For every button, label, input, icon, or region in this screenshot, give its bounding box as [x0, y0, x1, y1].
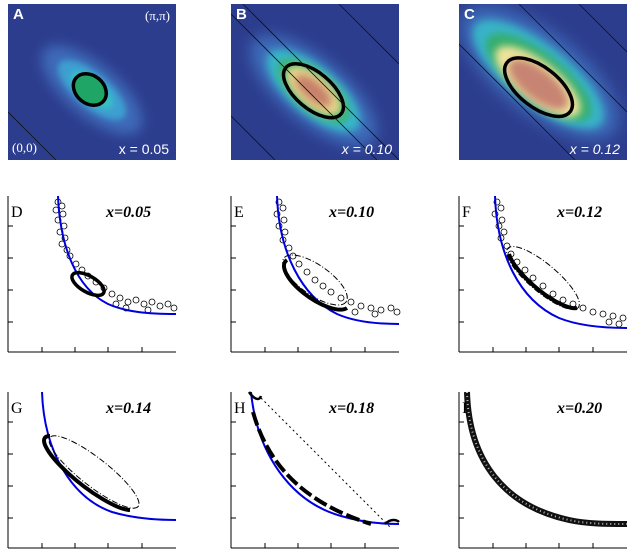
pocket-dashed-half	[506, 246, 580, 310]
data-points	[273, 198, 401, 318]
panel-letter: I	[462, 400, 468, 417]
pocket-outline	[507, 253, 578, 311]
axis-ticks	[458, 196, 627, 353]
pocket-a	[71, 71, 109, 108]
intensity-map-b: B x = 0.10	[231, 4, 399, 160]
pocket-outline	[70, 270, 106, 298]
axis-ticks	[7, 196, 176, 353]
fermi-plot-i: I x=0.20	[458, 391, 628, 549]
doping-label: x=0.12	[557, 204, 603, 221]
corner-label-bottom-left: (0,0)	[12, 140, 37, 155]
pocket-fragment-top	[247, 391, 263, 401]
fermi-plot-e: E x=0.10	[230, 195, 401, 353]
doping-label: x = 0.12	[569, 141, 620, 157]
fermi-surface-curve	[464, 391, 628, 527]
panel-letter: F	[462, 204, 471, 221]
panel-letter: A	[13, 6, 24, 23]
panel-letter: G	[11, 400, 23, 417]
pocket-outline	[42, 433, 131, 512]
fermi-plot-g: G x=0.14	[7, 391, 177, 549]
doping-label: x = 0.10	[341, 141, 392, 157]
doping-label: x=0.14	[106, 400, 152, 417]
data-points	[491, 198, 627, 328]
pocket-outline	[251, 411, 372, 526]
doping-label: x=0.20	[557, 400, 603, 417]
pocket-dashed-half	[260, 397, 392, 529]
panel-letter: C	[464, 6, 475, 23]
corner-label-top-right: (π,π)	[144, 8, 170, 23]
panel-letter: H	[234, 400, 246, 417]
axis-ticks	[458, 392, 627, 549]
pocket-b	[281, 62, 346, 120]
pocket-fragment-bottom	[384, 518, 400, 525]
axis-ticks	[230, 196, 399, 353]
pocket-dashed-half	[48, 435, 140, 509]
doping-label: x=0.05	[106, 204, 152, 221]
doping-label: x=0.18	[329, 400, 375, 417]
pocket-c	[502, 56, 575, 119]
panel-letter: E	[234, 204, 244, 221]
intensity-map-a: A (π,π) (0,0) x = 0.05	[8, 4, 176, 160]
panel-letter: B	[236, 6, 247, 23]
fermi-plot-h: H x=0.18	[230, 391, 400, 549]
intensity-map-c: C x = 0.12	[459, 4, 627, 160]
axis-ticks	[7, 392, 176, 549]
fermi-surface-curve	[57, 195, 177, 315]
fermi-plot-f: F x=0.12	[458, 195, 628, 353]
fermi-surface-points	[466, 391, 628, 525]
panel-letter: D	[11, 204, 23, 221]
fermi-surface-curve	[494, 195, 628, 329]
doping-label: x = 0.05	[118, 141, 169, 157]
pocket-outline	[282, 258, 349, 312]
axis-ticks	[230, 392, 399, 549]
fermi-plot-d: D x=0.05	[7, 195, 178, 353]
doping-label: x=0.10	[329, 204, 375, 221]
